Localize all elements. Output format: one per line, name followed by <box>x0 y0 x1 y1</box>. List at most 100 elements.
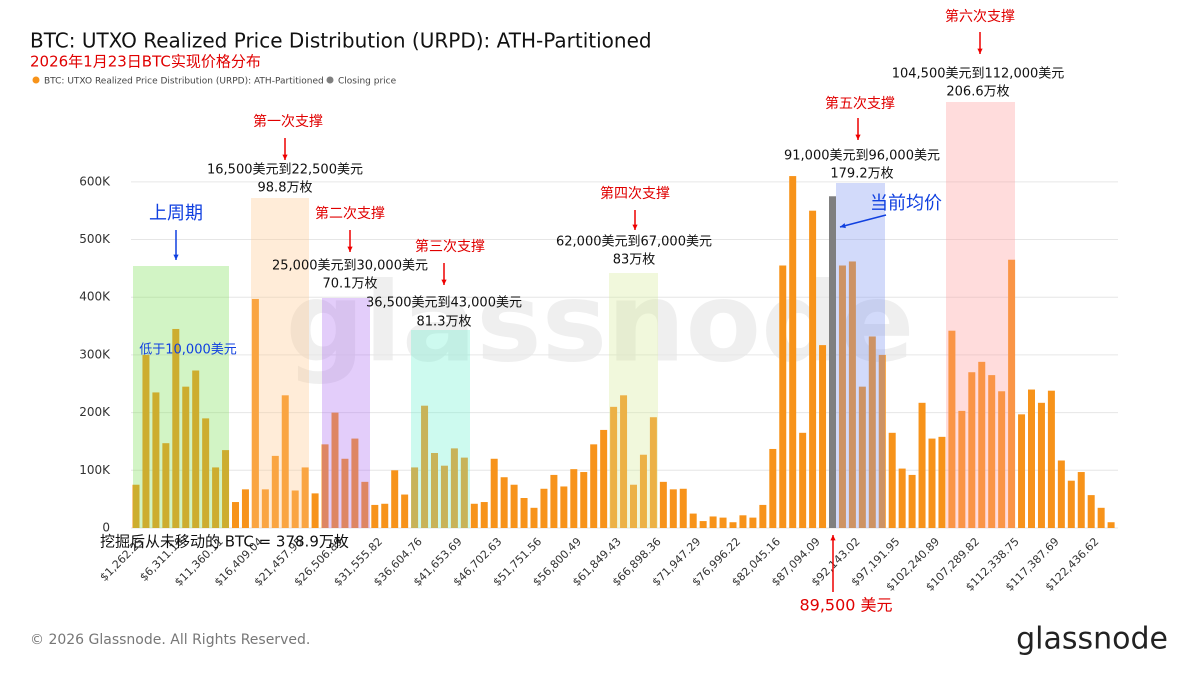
bar <box>620 395 628 528</box>
legend-label: Closing price <box>338 77 397 87</box>
bar <box>440 465 448 528</box>
bar <box>321 444 329 528</box>
logo: glassnode <box>1016 622 1168 657</box>
annotation: 第六次支撑 <box>945 8 1015 25</box>
bar <box>202 418 210 528</box>
y-tick-label: 400K <box>79 290 111 304</box>
bar <box>699 521 707 528</box>
bar <box>421 405 429 528</box>
bar <box>669 489 677 528</box>
bar <box>1018 414 1026 528</box>
chart-subtitle: 2026年1月23日BTC实现价格分布 <box>30 53 261 71</box>
bar <box>719 517 727 528</box>
bar <box>1008 259 1016 528</box>
bar <box>222 450 230 528</box>
bar <box>630 484 637 528</box>
annotation: 89,500 美元 <box>799 596 892 615</box>
bar <box>520 498 528 528</box>
arrow-head <box>282 154 288 160</box>
bar <box>401 494 409 528</box>
legend-label: BTC: UTXO Realized Price Distribution (U… <box>44 77 324 87</box>
bar <box>600 429 608 528</box>
bar <box>371 504 379 528</box>
annotation: 98.8万枚 <box>258 181 313 196</box>
bar <box>898 468 906 528</box>
annotation: 上周期 <box>149 203 203 224</box>
bar <box>1037 402 1045 528</box>
support-region <box>133 266 229 528</box>
y-tick-label: 500K <box>79 232 111 246</box>
annotation: 第一次支撑 <box>253 113 323 130</box>
bar <box>848 261 856 528</box>
legend-marker <box>326 76 334 84</box>
annotation: 第四次支撑 <box>600 185 670 202</box>
bar <box>739 515 747 528</box>
bar <box>530 507 538 528</box>
annotation: 低于10,000美元 <box>139 343 237 358</box>
bar <box>1107 522 1115 528</box>
annotation: 104,500美元到112,000美元 <box>892 67 1065 82</box>
copyright: © 2026 Glassnode. All Rights Reserved. <box>30 632 310 648</box>
bar <box>341 458 349 528</box>
bar <box>838 265 846 528</box>
bar <box>709 516 717 528</box>
annotation: 70.1万枚 <box>323 277 378 292</box>
bar <box>1047 390 1055 528</box>
annotation: 当前均价 <box>870 193 942 214</box>
arrow-head <box>173 254 179 260</box>
annotation: 179.2万枚 <box>830 167 893 182</box>
bar <box>1028 389 1035 528</box>
annotation: 206.6万枚 <box>946 85 1009 100</box>
bar <box>261 489 269 528</box>
annotation: 第五次支撑 <box>825 95 895 112</box>
bar <box>819 345 827 528</box>
bar <box>948 330 956 528</box>
bar <box>888 432 896 528</box>
bar <box>281 395 289 528</box>
bar <box>480 502 488 528</box>
bar <box>172 328 180 528</box>
bar <box>689 513 697 528</box>
legend-marker <box>32 76 40 84</box>
bar <box>958 410 966 528</box>
bar <box>182 386 190 528</box>
bar <box>938 436 946 528</box>
y-tick-label: 100K <box>79 463 111 477</box>
bar <box>580 472 588 528</box>
bar <box>291 490 299 528</box>
bar <box>411 467 419 528</box>
bar <box>301 467 309 528</box>
annotation: 36,500美元到43,000美元 <box>366 296 522 311</box>
bar <box>192 370 200 528</box>
bar <box>729 522 737 528</box>
bar <box>918 402 926 528</box>
bar <box>998 391 1006 528</box>
bar <box>908 474 916 528</box>
support-region <box>946 102 1015 528</box>
bar <box>251 298 259 528</box>
y-tick-label: 300K <box>79 347 111 361</box>
arrow-head <box>632 224 638 230</box>
arrow-head <box>347 246 353 252</box>
bar <box>560 486 568 528</box>
annotation: 第三次支撑 <box>415 238 485 255</box>
bar <box>649 417 657 528</box>
bar <box>450 448 458 528</box>
support-region <box>411 330 470 528</box>
bar <box>759 504 767 528</box>
bar <box>470 503 478 528</box>
bar <box>132 484 140 528</box>
bar <box>878 354 886 528</box>
bar <box>779 265 787 528</box>
bar <box>510 484 518 528</box>
arrow-head <box>840 223 846 229</box>
y-tick-label: 0 <box>102 521 110 535</box>
bar <box>361 481 369 528</box>
arrow-head <box>855 134 861 140</box>
bar <box>868 336 876 528</box>
bar <box>500 477 508 528</box>
bar <box>659 481 667 528</box>
bar <box>381 503 389 528</box>
bar <box>460 457 468 528</box>
